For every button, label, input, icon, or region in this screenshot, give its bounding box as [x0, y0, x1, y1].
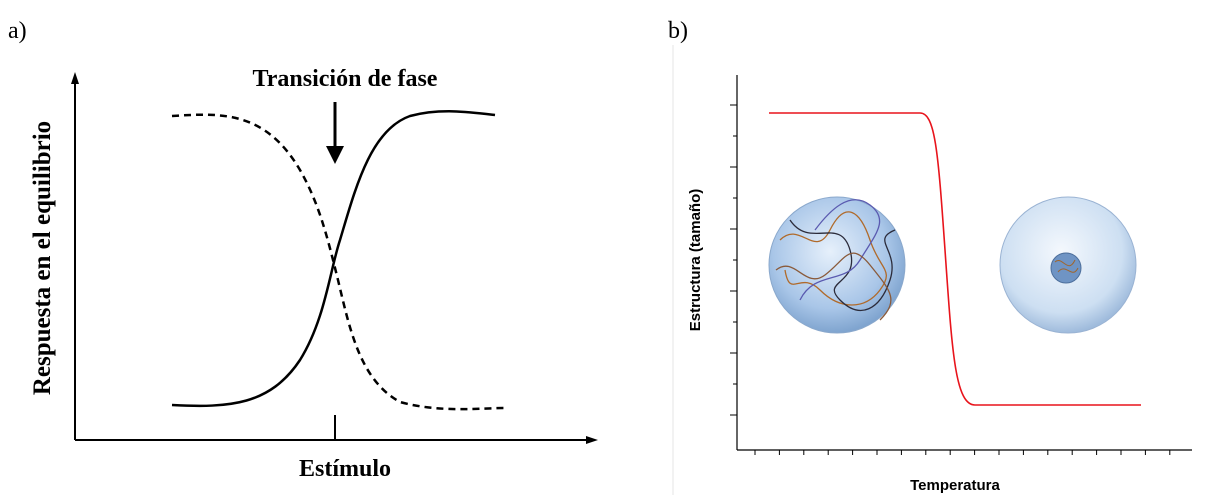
figure: a) Transición de fase Respuesta en el eq… — [0, 0, 1210, 495]
title: Transición de fase — [253, 66, 438, 92]
collapsed-core — [1051, 253, 1081, 283]
y-label: Respuesta en el equilibrio — [29, 121, 56, 395]
response-curve-dashed — [172, 115, 505, 409]
panel-a: a) Transición de fase Respuesta en el eq… — [8, 18, 598, 482]
axis-arrow — [586, 436, 598, 444]
panel-label: b) — [668, 18, 688, 44]
axis-arrow — [71, 72, 79, 84]
x-label: Temperatura — [910, 477, 1000, 494]
y-label: Estructura (tamaño) — [687, 189, 704, 332]
panel-b: b) Estructura (tamaño) Temperatura — [668, 18, 1192, 494]
panel-label: a) — [8, 18, 27, 44]
x-label: Estímulo — [299, 456, 391, 482]
arrow-head — [326, 146, 344, 164]
